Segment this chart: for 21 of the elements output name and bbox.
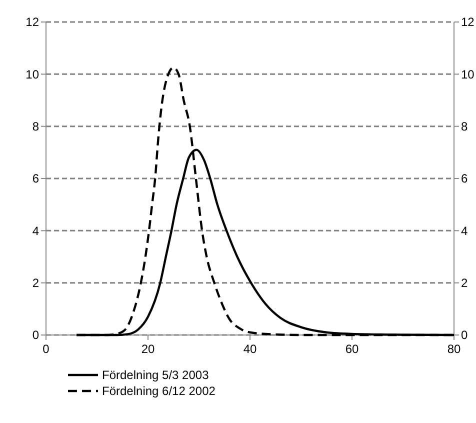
y-tick-label: 0 (32, 328, 40, 342)
y2-tick-label: 4 (461, 224, 468, 238)
y2-tick-label: 12 (461, 15, 475, 30)
y-tick-label: 2 (32, 276, 40, 290)
y2-tick-label: 10 (461, 67, 475, 82)
x-tick-label: 40 (243, 342, 257, 356)
legend-label: Fördelning 5/3 2003 (102, 368, 210, 382)
y-tick-label: 12 (26, 15, 40, 30)
y-tick-label: 10 (26, 67, 40, 82)
legend-label: Fördelning 6/12 2002 (102, 384, 216, 398)
y2-tick-label: 0 (461, 328, 468, 342)
x-tick-label: 0 (42, 342, 50, 356)
y2-tick-label: 6 (461, 172, 468, 186)
x-tick-label: 60 (345, 342, 359, 356)
y-tick-label: 8 (32, 120, 40, 134)
y2-tick-label: 8 (461, 120, 468, 134)
x-tick-label: 20 (141, 342, 155, 356)
y-tick-label: 4 (32, 224, 40, 238)
y-tick-label: 6 (32, 172, 40, 186)
y2-tick-label: 2 (461, 276, 468, 290)
x-tick-label: 80 (447, 342, 461, 356)
